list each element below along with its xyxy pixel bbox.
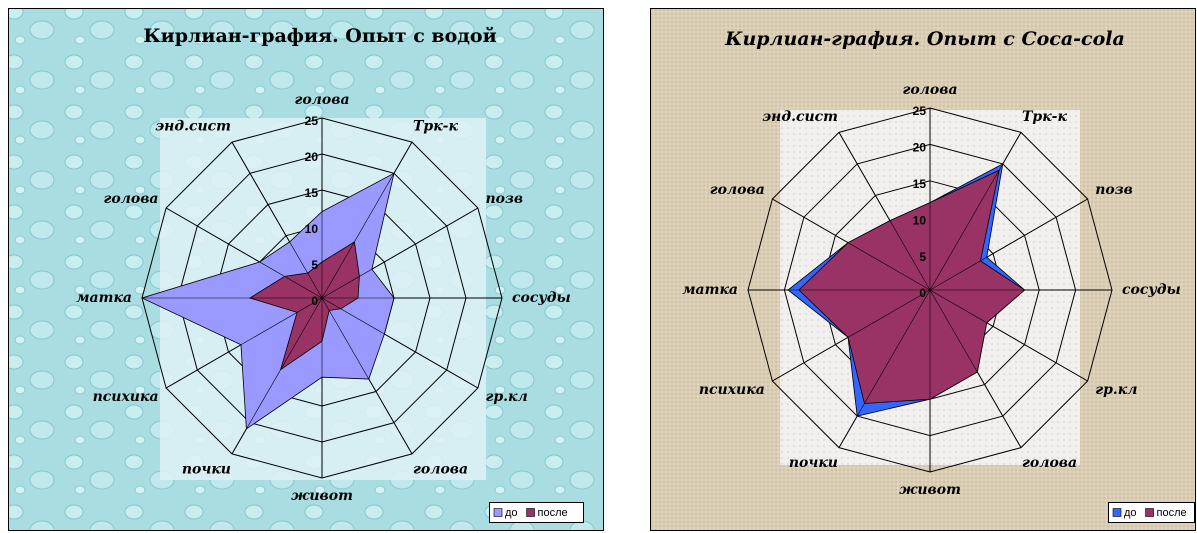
axis-spoke <box>772 289 931 382</box>
tick-label: 10 <box>913 213 927 227</box>
category-label: живот <box>899 482 961 498</box>
legend-label: после <box>538 507 568 519</box>
axis-spoke <box>165 297 323 389</box>
axis-spoke <box>929 289 1088 382</box>
category-label: энд.сист <box>155 119 231 135</box>
axis-spoke <box>929 132 1022 291</box>
category-label: почки <box>182 461 231 477</box>
tick-label: 0 <box>919 286 926 300</box>
axis-spoke <box>165 207 323 299</box>
category-label: сосуды <box>512 290 571 306</box>
axis-spoke <box>231 297 323 455</box>
tick-label: 15 <box>913 177 927 191</box>
category-label: психика <box>699 382 765 398</box>
category-label: гр.кл <box>1095 382 1137 398</box>
axis-spoke <box>838 289 931 448</box>
category-label: позв <box>485 191 523 207</box>
category-label: сосуды <box>1122 282 1181 298</box>
axis-spoke <box>929 289 1022 448</box>
tick-label: 5 <box>311 258 318 272</box>
category-label: психика <box>93 389 159 405</box>
category-label: Трк-к <box>413 119 458 135</box>
category-label: голова <box>1022 455 1077 471</box>
chart-title: Кирлиан-графия. Опыт с водой <box>143 25 496 47</box>
axis-spoke <box>321 207 479 299</box>
category-label: живот <box>291 488 353 504</box>
legend-label: до <box>505 507 518 519</box>
category-label: Трк-к <box>1022 109 1067 125</box>
category-label: почки <box>789 455 838 471</box>
category-label: гр.кл <box>485 389 527 405</box>
tick-label: 15 <box>305 186 319 200</box>
axis-spoke <box>231 141 323 299</box>
category-label: голова <box>103 191 158 207</box>
tick-label: 20 <box>913 141 927 155</box>
legend-swatch <box>1112 508 1122 517</box>
axis-spoke <box>772 198 931 291</box>
category-label: голова <box>710 182 765 198</box>
axis-spoke <box>321 141 413 299</box>
axis-spoke <box>929 198 1088 291</box>
category-label: матка <box>682 282 738 298</box>
tick-label: 5 <box>919 250 926 264</box>
legend-swatch <box>493 508 503 517</box>
category-label: голова <box>294 92 349 108</box>
legend-box <box>489 502 584 523</box>
category-label: голова <box>902 82 957 98</box>
category-label: матка <box>76 290 132 306</box>
legend-swatch <box>526 508 535 517</box>
axis-spoke <box>321 297 413 455</box>
tick-label: 0 <box>311 294 318 308</box>
tick-label: 25 <box>305 114 319 128</box>
axis-spoke <box>321 297 479 389</box>
category-label: голова <box>413 461 468 477</box>
tick-label: 25 <box>913 104 927 118</box>
category-label: позв <box>1095 182 1133 198</box>
tick-label: 10 <box>305 222 319 236</box>
legend-swatch <box>1145 508 1154 517</box>
chart-title: Кирлиан-графия. Опыт с Coca-cola <box>724 28 1125 50</box>
legend-label: после <box>1157 507 1187 519</box>
category-label: энд.сист <box>762 109 838 125</box>
tick-label: 20 <box>305 150 319 164</box>
axis-spoke <box>838 132 931 291</box>
legend-label: до <box>1124 507 1137 519</box>
